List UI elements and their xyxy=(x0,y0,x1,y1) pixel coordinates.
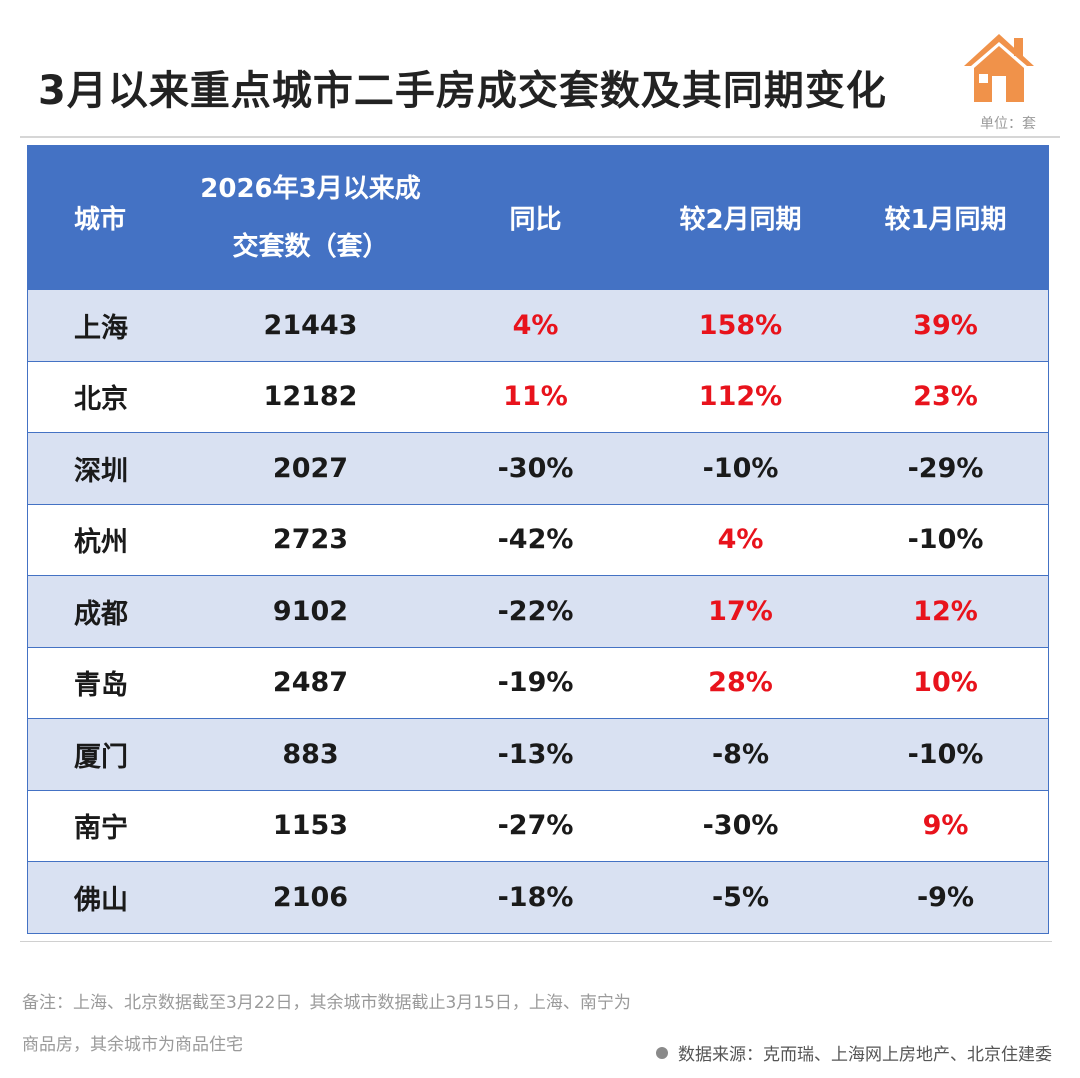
data-table: 城市 2026年3月以来成 交套数（套） 同比 较2月同期 较1月同期 上海 2… xyxy=(27,145,1049,934)
cell-city: 南宁 xyxy=(74,813,128,845)
page-title: 3月以来重点城市二手房成交套数及其同期变化 xyxy=(38,68,887,114)
title-divider xyxy=(20,136,1060,138)
cell-vs-jan: 39% xyxy=(913,309,978,341)
cell-city: 成都 xyxy=(74,598,128,630)
cell-vs-feb: 17% xyxy=(708,595,773,627)
cell-city: 上海 xyxy=(74,312,128,344)
cell-count: 9102 xyxy=(272,595,349,627)
cell-count: 12182 xyxy=(263,381,358,413)
cell-vs-feb: -10% xyxy=(702,452,779,484)
footnote-line1: 备注：上海、北京数据截至3月22日，其余城市数据截止3月15日，上海、南宁为 xyxy=(22,993,631,1013)
data-source: 数据来源：克而瑞、上海网上房地产、北京住建委 xyxy=(656,1040,1052,1065)
cell-city: 佛山 xyxy=(74,884,128,916)
table-header: 城市 2026年3月以来成 交套数（套） 同比 较2月同期 较1月同期 xyxy=(28,146,1048,289)
bullet-dot-icon xyxy=(656,1047,668,1059)
cell-vs-jan: -9% xyxy=(916,881,975,913)
table-row: 南宁 1153 -27% -30% 9% xyxy=(28,789,1048,861)
header-yoy: 同比 xyxy=(509,205,562,235)
cell-count: 2723 xyxy=(272,524,349,556)
cell-yoy: 11% xyxy=(503,381,568,413)
table-row: 佛山 2106 -18% -5% -9% xyxy=(28,861,1048,933)
cell-vs-jan: -10% xyxy=(907,738,984,770)
data-source-text: 数据来源：克而瑞、上海网上房地产、北京住建委 xyxy=(678,1045,1052,1065)
cell-vs-feb: 158% xyxy=(698,309,783,341)
cell-yoy: -18% xyxy=(497,881,574,913)
cell-yoy: -22% xyxy=(497,595,574,627)
table-row: 上海 21443 4% 158% 39% xyxy=(28,289,1048,361)
footnote: 备注：上海、北京数据截至3月22日，其余城市数据截止3月15日，上海、南宁为 商… xyxy=(22,982,742,1066)
cell-vs-feb: 28% xyxy=(708,667,773,699)
cell-yoy: 4% xyxy=(512,309,559,341)
header-city: 城市 xyxy=(74,205,127,235)
header-count: 2026年3月以来成 交套数（套） xyxy=(188,160,433,276)
header-count-line2: 交套数（套） xyxy=(232,231,389,262)
cell-vs-feb: -5% xyxy=(711,881,770,913)
table-row: 深圳 2027 -30% -10% -29% xyxy=(28,432,1048,504)
header-vs-feb: 较2月同期 xyxy=(679,205,802,235)
header-vs-jan: 较1月同期 xyxy=(884,205,1007,235)
table-row: 北京 12182 11% 112% 23% xyxy=(28,360,1048,432)
cell-vs-feb: 112% xyxy=(698,381,783,413)
cell-vs-jan: 12% xyxy=(913,595,978,627)
cell-count: 21443 xyxy=(263,309,358,341)
cell-count: 1153 xyxy=(272,810,349,842)
cell-yoy: -19% xyxy=(497,667,574,699)
cell-count: 883 xyxy=(282,738,339,770)
cell-city: 深圳 xyxy=(74,455,128,487)
table-row: 青岛 2487 -19% 28% 10% xyxy=(28,646,1048,718)
unit-label: 单位：套 xyxy=(980,116,1036,132)
house-icon xyxy=(964,34,1034,102)
cell-vs-feb: 4% xyxy=(717,524,764,556)
cell-city: 北京 xyxy=(74,384,128,416)
table-row: 厦门 883 -13% -8% -10% xyxy=(28,718,1048,790)
cell-city: 青岛 xyxy=(74,670,128,702)
table-row: 杭州 2723 -42% 4% -10% xyxy=(28,503,1048,575)
cell-vs-feb: -30% xyxy=(702,810,779,842)
footnote-line2: 商品房，其余城市为商品住宅 xyxy=(22,1035,243,1055)
cell-vs-feb: -8% xyxy=(711,738,770,770)
table-row: 成都 9102 -22% 17% 12% xyxy=(28,575,1048,647)
cell-city: 杭州 xyxy=(74,527,128,559)
cell-vs-jan: 23% xyxy=(913,381,978,413)
cell-vs-jan: 10% xyxy=(913,667,978,699)
cell-vs-jan: 9% xyxy=(922,810,969,842)
cell-yoy: -13% xyxy=(497,738,574,770)
cell-yoy: -30% xyxy=(497,452,574,484)
header-count-line1: 2026年3月以来成 xyxy=(200,173,421,204)
cell-yoy: -27% xyxy=(497,810,574,842)
cell-count: 2487 xyxy=(272,667,349,699)
cell-yoy: -42% xyxy=(497,524,574,556)
cell-city: 厦门 xyxy=(74,741,128,773)
footer-divider xyxy=(20,941,1052,942)
cell-vs-jan: -10% xyxy=(907,524,984,556)
cell-count: 2027 xyxy=(272,452,349,484)
cell-count: 2106 xyxy=(272,881,349,913)
cell-vs-jan: -29% xyxy=(907,452,984,484)
